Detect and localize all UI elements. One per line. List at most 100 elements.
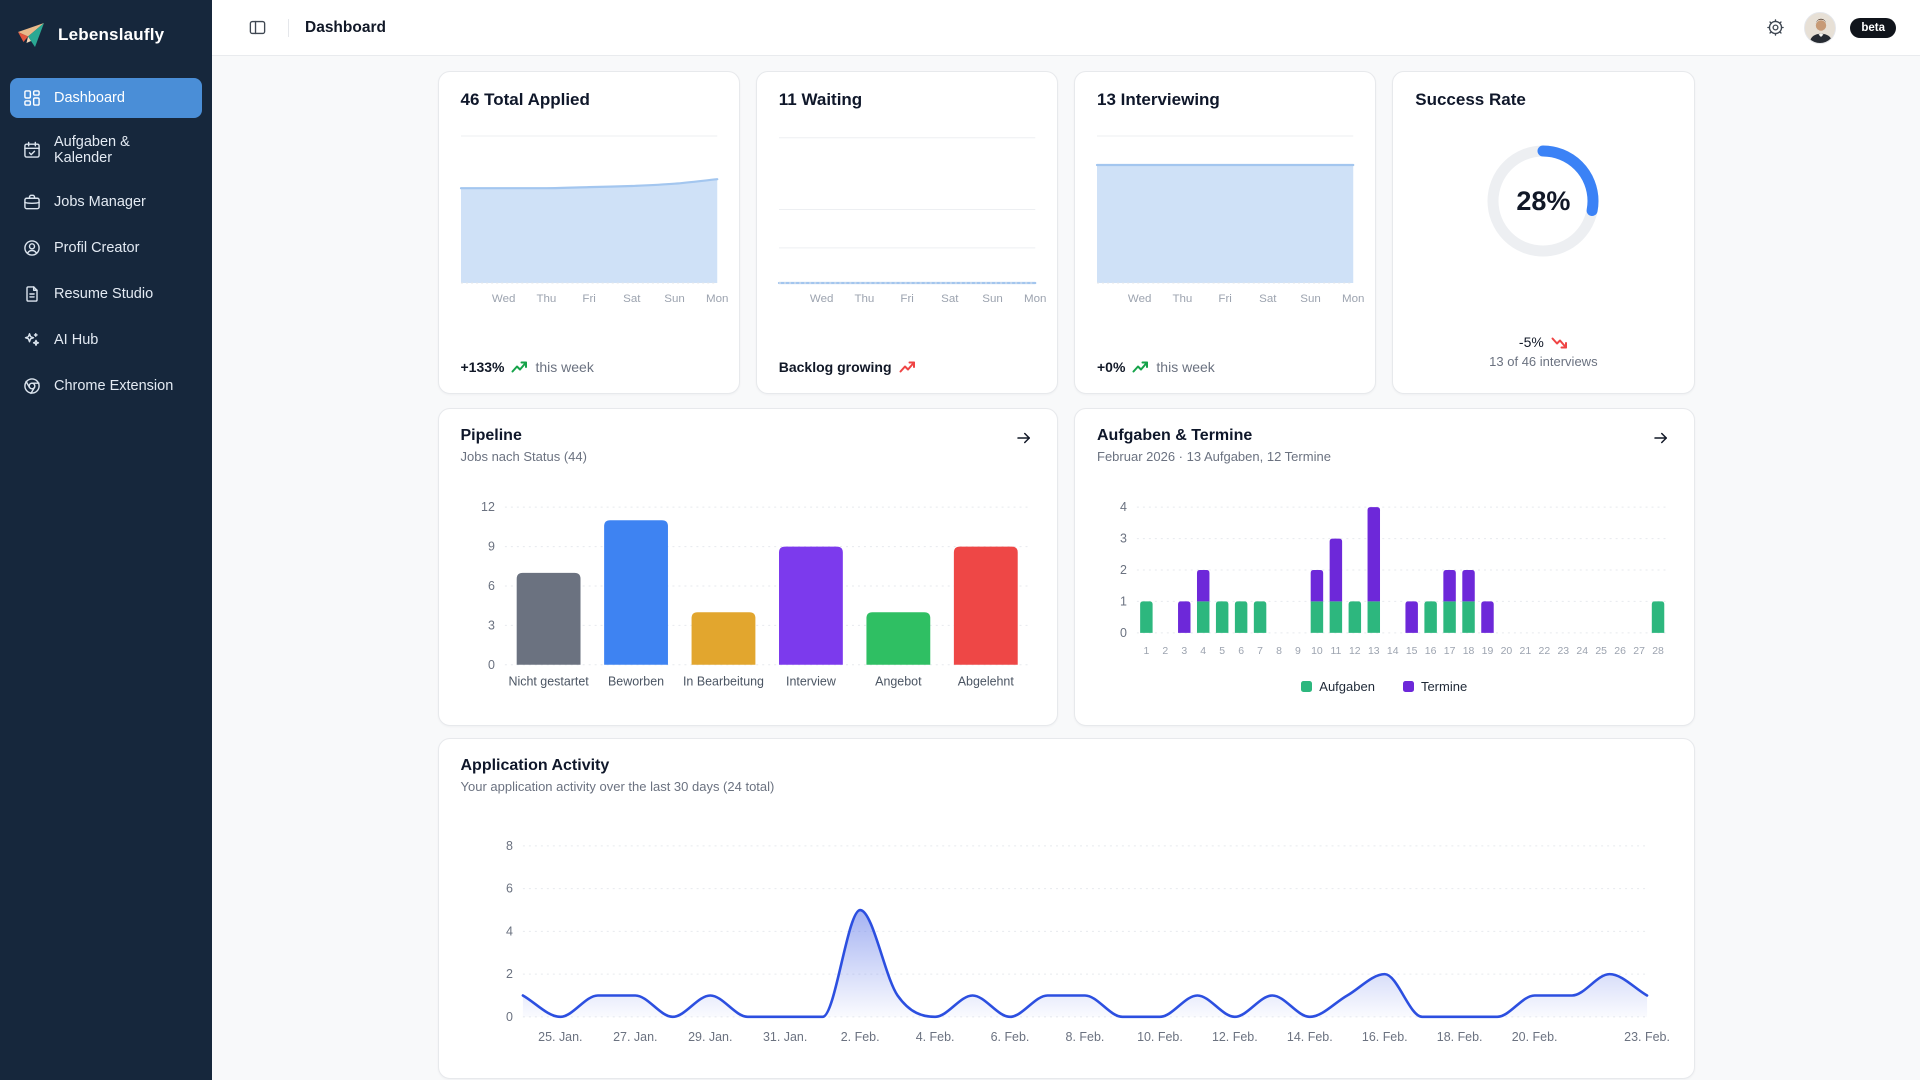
- svg-text:2: 2: [1162, 646, 1168, 657]
- svg-text:17: 17: [1444, 646, 1456, 657]
- success-rate-donut: 28%: [1478, 136, 1608, 266]
- svg-text:6: 6: [505, 882, 512, 896]
- svg-text:26: 26: [1614, 646, 1626, 657]
- page-title: Dashboard: [305, 18, 386, 36]
- tasks-appointments-card: Aufgaben & Termine Februar 2026 · 13 Auf…: [1074, 408, 1695, 726]
- panel-left-icon: [249, 20, 265, 35]
- svg-text:23: 23: [1557, 646, 1569, 657]
- svg-text:Nicht gestartet: Nicht gestartet: [508, 675, 589, 689]
- svg-text:16: 16: [1425, 646, 1437, 657]
- svg-text:20. Feb.: 20. Feb.: [1511, 1030, 1557, 1044]
- change-value: Backlog growing: [778, 359, 892, 375]
- svg-text:Mon: Mon: [706, 293, 728, 305]
- svg-text:Angebot: Angebot: [875, 675, 922, 689]
- sidebar-item-dashboard[interactable]: Dashboard: [10, 78, 202, 118]
- svg-text:31. Jan.: 31. Jan.: [762, 1030, 806, 1044]
- stat-footer: +0% this week: [1097, 359, 1353, 375]
- change-note: this week: [535, 359, 594, 375]
- svg-text:27. Jan.: 27. Jan.: [613, 1030, 657, 1044]
- svg-text:4. Feb.: 4. Feb.: [915, 1030, 954, 1044]
- svg-text:6. Feb.: 6. Feb.: [990, 1030, 1029, 1044]
- activity-subtitle: Your application activity over the last …: [460, 779, 775, 794]
- dashboard-content: 46 Total Applied Wed Thu Fri Sat Sun Mon +133…: [437, 71, 1695, 1079]
- svg-text:Wed: Wed: [810, 293, 834, 305]
- avatar[interactable]: [1804, 11, 1837, 44]
- svg-text:21: 21: [1520, 646, 1532, 657]
- sidebar-item-label: Jobs Manager: [54, 194, 146, 210]
- stat-card-title: 11 Waiting: [778, 90, 863, 109]
- pipeline-subtitle: Jobs nach Status (44): [460, 449, 587, 464]
- stat-card-title: 13 Interviewing: [1097, 90, 1220, 109]
- svg-text:18: 18: [1463, 646, 1475, 657]
- svg-text:Sat: Sat: [1259, 293, 1277, 305]
- trending-up-icon: [1132, 360, 1149, 375]
- svg-text:6: 6: [1238, 646, 1244, 657]
- dashboard-grid-icon: [24, 90, 40, 106]
- stat-card-interviewing: 13 Interviewing Wed Thu Fri Sat Sun Mon +0% t…: [1074, 71, 1377, 394]
- stat-card-waiting: 11 Waiting Wed Thu Fri Sat Sun Mon Backlog gr…: [755, 71, 1058, 394]
- sidebar-item-label: Chrome Extension: [54, 378, 174, 394]
- svg-text:29. Jan.: 29. Jan.: [688, 1030, 732, 1044]
- svg-text:Fri: Fri: [582, 293, 595, 305]
- svg-text:12. Feb.: 12. Feb.: [1211, 1030, 1257, 1044]
- settings-button[interactable]: [1760, 13, 1790, 43]
- svg-text:Abgelehnt: Abgelehnt: [957, 675, 1014, 689]
- svg-text:Fri: Fri: [1218, 293, 1231, 305]
- legend-item-aufgaben: Aufgaben: [1301, 679, 1375, 694]
- sidebar-item-chrome-extension[interactable]: Chrome Extension: [10, 366, 202, 406]
- svg-text:Thu: Thu: [536, 293, 556, 305]
- sidebar-item-label: Dashboard: [54, 90, 125, 106]
- stat-footer: -5%: [1519, 334, 1568, 350]
- svg-text:9: 9: [487, 540, 494, 554]
- svg-text:28: 28: [1652, 646, 1664, 657]
- sidebar-item-aufgaben-kalender[interactable]: Aufgaben & Kalender: [10, 124, 202, 176]
- pipeline-card: Pipeline Jobs nach Status (44) 0 3 6 9 12 Nic…: [437, 408, 1058, 726]
- change-value: +0%: [1097, 359, 1126, 375]
- sidebar-item-resume-studio[interactable]: Resume Studio: [10, 274, 202, 314]
- document-icon: [26, 286, 38, 302]
- pipeline-bar-chart: 0 3 6 9 12 Nicht gestartet Beworben In Bearbeit…: [481, 500, 1030, 689]
- avatar-image: [1805, 12, 1836, 43]
- svg-text:2. Feb.: 2. Feb.: [840, 1030, 879, 1044]
- svg-text:2: 2: [505, 967, 512, 981]
- arrow-right-icon: [1017, 432, 1030, 444]
- total-applied-sparkline: Wed Thu Fri Sat Sun Mon: [459, 135, 728, 305]
- svg-text:Sat: Sat: [623, 293, 641, 305]
- sidebar-item-label: Aufgaben & Kalender: [54, 134, 130, 166]
- sidebar-item-profil-creator[interactable]: Profil Creator: [10, 228, 202, 268]
- header-divider: [288, 18, 289, 37]
- interviews-ratio-note: 13 of 46 interviews: [1489, 354, 1598, 369]
- svg-text:Sat: Sat: [941, 293, 959, 305]
- stat-card-title: Success Rate: [1415, 90, 1526, 109]
- sidebar-item-jobs-manager[interactable]: Jobs Manager: [10, 182, 202, 222]
- svg-text:1: 1: [1143, 646, 1149, 657]
- logo: Lebenslaufly: [0, 10, 212, 72]
- svg-text:15: 15: [1406, 646, 1418, 657]
- svg-text:8. Feb.: 8. Feb.: [1065, 1030, 1104, 1044]
- svg-text:Beworben: Beworben: [608, 675, 664, 689]
- sidebar-item-label: Profil Creator: [54, 240, 140, 256]
- stat-card-title: 46 Total Applied: [460, 90, 590, 109]
- svg-text:Thu: Thu: [1172, 293, 1192, 305]
- tasks-open-button[interactable]: [1650, 427, 1672, 452]
- svg-text:3: 3: [1181, 646, 1187, 657]
- trending-up-icon: [899, 360, 916, 375]
- sidebar-item-ai-hub[interactable]: AI Hub: [10, 320, 202, 360]
- svg-text:27: 27: [1633, 646, 1645, 657]
- pipeline-open-button[interactable]: [1013, 427, 1035, 452]
- svg-text:14. Feb.: 14. Feb.: [1286, 1030, 1332, 1044]
- sidebar: Lebenslaufly Dashboard Aufgaben & Kalend…: [0, 0, 212, 1080]
- svg-text:Mon: Mon: [1342, 293, 1364, 305]
- svg-text:4: 4: [1120, 500, 1127, 514]
- svg-text:23. Feb.: 23. Feb.: [1624, 1030, 1670, 1044]
- svg-text:25: 25: [1595, 646, 1607, 657]
- change-note: this week: [1156, 359, 1215, 375]
- sidebar-toggle-button[interactable]: [242, 13, 272, 43]
- svg-text:Sun: Sun: [1300, 293, 1321, 305]
- aufgaben-swatch: [1301, 681, 1313, 692]
- legend-item-termine: Termine: [1402, 679, 1467, 694]
- svg-text:1: 1: [1120, 594, 1127, 608]
- tasks-subtitle: Februar 2026 · 13 Aufgaben, 12 Termine: [1097, 449, 1331, 464]
- svg-text:12: 12: [481, 500, 495, 514]
